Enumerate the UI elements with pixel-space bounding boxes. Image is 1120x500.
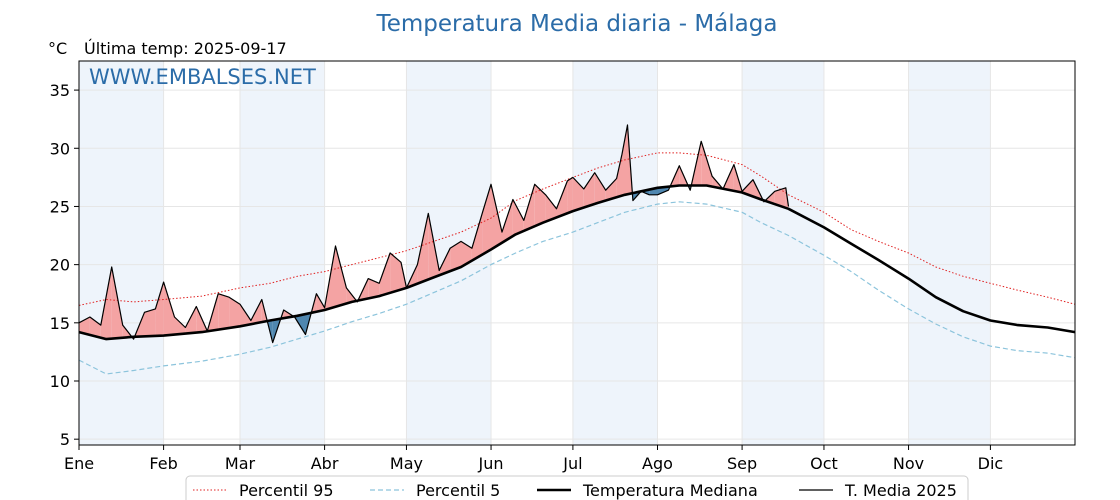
plot-frame xyxy=(78,60,1076,446)
deviation-fill xyxy=(185,306,197,334)
deviation-fill xyxy=(390,253,401,293)
deviation-fill xyxy=(144,308,156,337)
y-tick-label: 25 xyxy=(50,197,70,216)
x-tick-label: Ago xyxy=(642,454,673,473)
x-tick-label: Jul xyxy=(562,454,582,473)
legend-label: Percentil 95 xyxy=(239,481,334,500)
deviation-fill xyxy=(368,278,380,299)
deviation-fill xyxy=(229,297,240,328)
deviation-fill xyxy=(583,172,595,208)
deviation-fill xyxy=(240,304,251,327)
x-tick-label: Dic xyxy=(978,454,1004,473)
series-line-temperatura-mediana xyxy=(78,184,1076,341)
x-tick-label: Oct xyxy=(810,454,838,473)
month-band-ene xyxy=(79,61,164,445)
x-tick-label: Ene xyxy=(64,454,94,473)
series-line-t-media-2025 xyxy=(78,124,790,344)
deviation-fill xyxy=(379,253,391,297)
y-tick-label: 30 xyxy=(50,139,70,158)
month-band-nov xyxy=(908,61,991,445)
deviation-fill xyxy=(512,199,524,237)
deviation-fill xyxy=(218,293,230,330)
y-tick-label: 5 xyxy=(60,430,70,449)
month-shading xyxy=(79,61,991,445)
deviation-fill xyxy=(594,172,606,204)
deviation-fill xyxy=(335,246,347,307)
legend-label: Temperatura Mediana xyxy=(582,481,758,500)
y-tick-label: 15 xyxy=(50,314,70,333)
legend-box xyxy=(185,475,969,500)
series-lines xyxy=(78,124,1076,375)
x-tick-label: Feb xyxy=(149,454,177,473)
y-axis: 5 10 15 20 25 30 35 xyxy=(50,81,79,449)
chart-title: Temperatura Media diaria - Málaga xyxy=(376,11,778,37)
month-band-sep xyxy=(742,61,824,445)
x-axis: Ene Feb Mar Abr May Jun Jul Ago Sep Oct Nov Dic xyxy=(64,445,1003,473)
deviation-fill xyxy=(567,177,573,214)
deviation-fill xyxy=(461,241,472,267)
legend: Percentil 95 Percentil 5 Temperatura Media… xyxy=(185,475,969,500)
deviation-fill xyxy=(616,154,622,198)
deviation-fill xyxy=(471,211,483,261)
deviation-fills xyxy=(79,125,789,343)
deviation-fill xyxy=(100,267,112,339)
series-line-percentil-95 xyxy=(78,152,1076,306)
x-tick-label: Sep xyxy=(727,454,757,473)
deviation-fill xyxy=(89,317,101,338)
x-tick-label: Nov xyxy=(893,454,924,473)
legend-label: Percentil 5 xyxy=(416,481,500,500)
deviation-fill xyxy=(155,282,164,336)
y-unit-label: °C xyxy=(48,39,67,58)
deviation-fill xyxy=(482,184,491,255)
deviation-fill xyxy=(523,184,535,231)
y-tick-label: 20 xyxy=(50,256,70,275)
deviation-fill xyxy=(605,178,617,201)
deviation-fill xyxy=(502,199,513,243)
deviation-fill xyxy=(163,282,175,336)
x-tick-label: Abr xyxy=(311,454,339,473)
month-band-jul xyxy=(572,61,658,445)
deviation-fill xyxy=(491,184,502,250)
deviation-fill xyxy=(417,213,429,284)
watermark: WWW.EMBALSES.NET xyxy=(89,65,316,89)
deviation-fill xyxy=(774,187,786,208)
deviation-fill xyxy=(534,184,546,227)
deviation-fill xyxy=(111,267,123,339)
deviation-fill xyxy=(572,177,584,212)
x-tick-label: Jun xyxy=(478,454,504,473)
deviation-fill xyxy=(450,241,461,272)
legend-label: T. Media 2025 xyxy=(844,481,957,500)
deviation-fill xyxy=(556,180,568,218)
deviation-fill xyxy=(545,194,557,222)
y-tick-label: 10 xyxy=(50,372,70,391)
y-tick-label: 35 xyxy=(50,81,70,100)
month-band-mar xyxy=(239,61,325,445)
deviation-fill xyxy=(174,317,186,335)
x-tick-label: May xyxy=(390,454,423,473)
last-temp-label: Última temp: 2025-09-17 xyxy=(84,39,287,58)
x-tick-label: Mar xyxy=(225,454,256,473)
deviation-fill xyxy=(701,141,713,187)
